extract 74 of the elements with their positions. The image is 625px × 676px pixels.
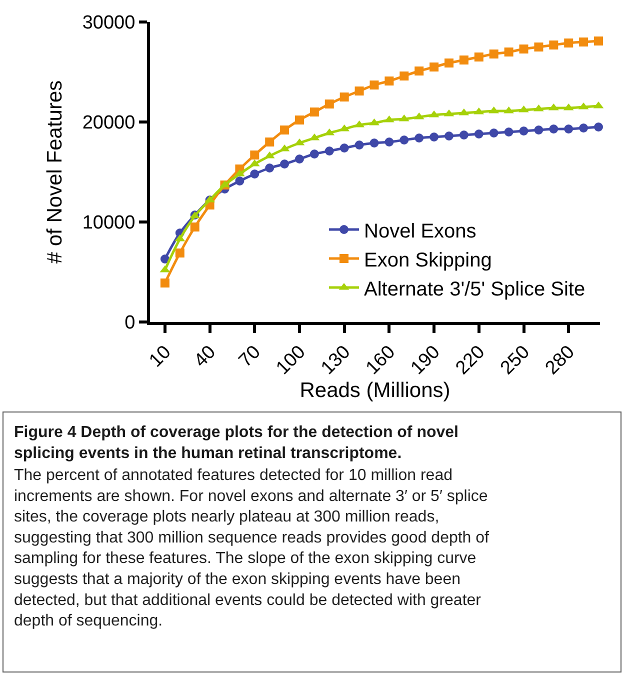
point [160, 254, 170, 264]
point [324, 146, 334, 156]
point [310, 108, 319, 116]
point [384, 76, 394, 86]
point [354, 140, 364, 150]
point [444, 132, 454, 140]
point [534, 126, 544, 134]
point [295, 116, 304, 124]
point [459, 130, 468, 140]
point [534, 42, 544, 52]
point [310, 150, 319, 158]
point [400, 136, 409, 144]
legend-label: Alternate 3'/5' Splice Site [364, 278, 586, 300]
point [414, 66, 424, 76]
point [340, 144, 349, 152]
point [190, 222, 200, 232]
x-tick-label: 220 [452, 342, 490, 379]
point [175, 248, 184, 258]
point [459, 56, 468, 64]
x-tick-label: 250 [496, 342, 534, 379]
point [594, 36, 603, 46]
point [160, 278, 170, 288]
point [280, 160, 290, 168]
point [579, 124, 588, 132]
point [489, 50, 498, 58]
point [370, 138, 379, 148]
x-tick-label: 10 [145, 342, 176, 372]
point [265, 138, 274, 146]
point [519, 44, 528, 54]
x-tick-label: 100 [272, 342, 310, 379]
point [564, 38, 574, 48]
x-tick-label: 70 [235, 342, 265, 372]
point [265, 164, 274, 172]
y-tick-label: 20000 [82, 112, 136, 134]
caption: Figure 4 Depth of coverage plots for the detection of novel splicing events in the human retinal transcriptome. [14, 424, 458, 462]
point [594, 122, 603, 132]
point [489, 128, 498, 138]
point [354, 86, 364, 96]
point [444, 58, 454, 68]
point [504, 128, 514, 136]
x-tick-label: 130 [317, 342, 355, 379]
point [549, 40, 558, 50]
point [295, 154, 304, 164]
point [519, 126, 528, 136]
point [579, 38, 588, 46]
point [324, 100, 334, 108]
point [430, 132, 439, 142]
text: The percent of annotated features detected for 10 million read increments are shown. For novel exons and alternate 3′ or 5′ splice sites, the coverage plots nearly plateau at 300 million reads, suggesting that 300 million sequence reads provides good depth of sampling for these features. The slope of the exon skipping curve suggests that a majority of the exon skipping events have been detected, but that additional events could be detected with greater depth of sequencing. [14, 467, 490, 630]
y-tick-label: 0 [124, 312, 136, 334]
point [549, 124, 558, 134]
point [280, 126, 290, 134]
x-tick-label: 190 [407, 342, 444, 379]
point [564, 124, 574, 134]
point [474, 52, 484, 62]
y-axis-title: # of Novel Features [44, 80, 67, 264]
x-tick-label: 160 [362, 342, 400, 379]
point [340, 92, 349, 102]
point [414, 134, 424, 142]
legend-label: Exon Skipping [364, 249, 492, 272]
point [384, 138, 394, 146]
point [400, 72, 409, 80]
point [235, 176, 244, 186]
x-tick-label: 40 [190, 342, 220, 372]
point [370, 80, 379, 90]
x-tick-label: 280 [542, 342, 579, 379]
point [430, 62, 439, 72]
point [474, 130, 484, 138]
point [250, 150, 260, 160]
point [250, 170, 260, 178]
legend-label: Novel Exons [364, 220, 476, 242]
x-axis-title: Reads (Millions) [300, 378, 450, 402]
y-tick-label: 10000 [82, 212, 136, 234]
y-tick-label: 30000 [82, 12, 136, 34]
point [504, 48, 514, 56]
